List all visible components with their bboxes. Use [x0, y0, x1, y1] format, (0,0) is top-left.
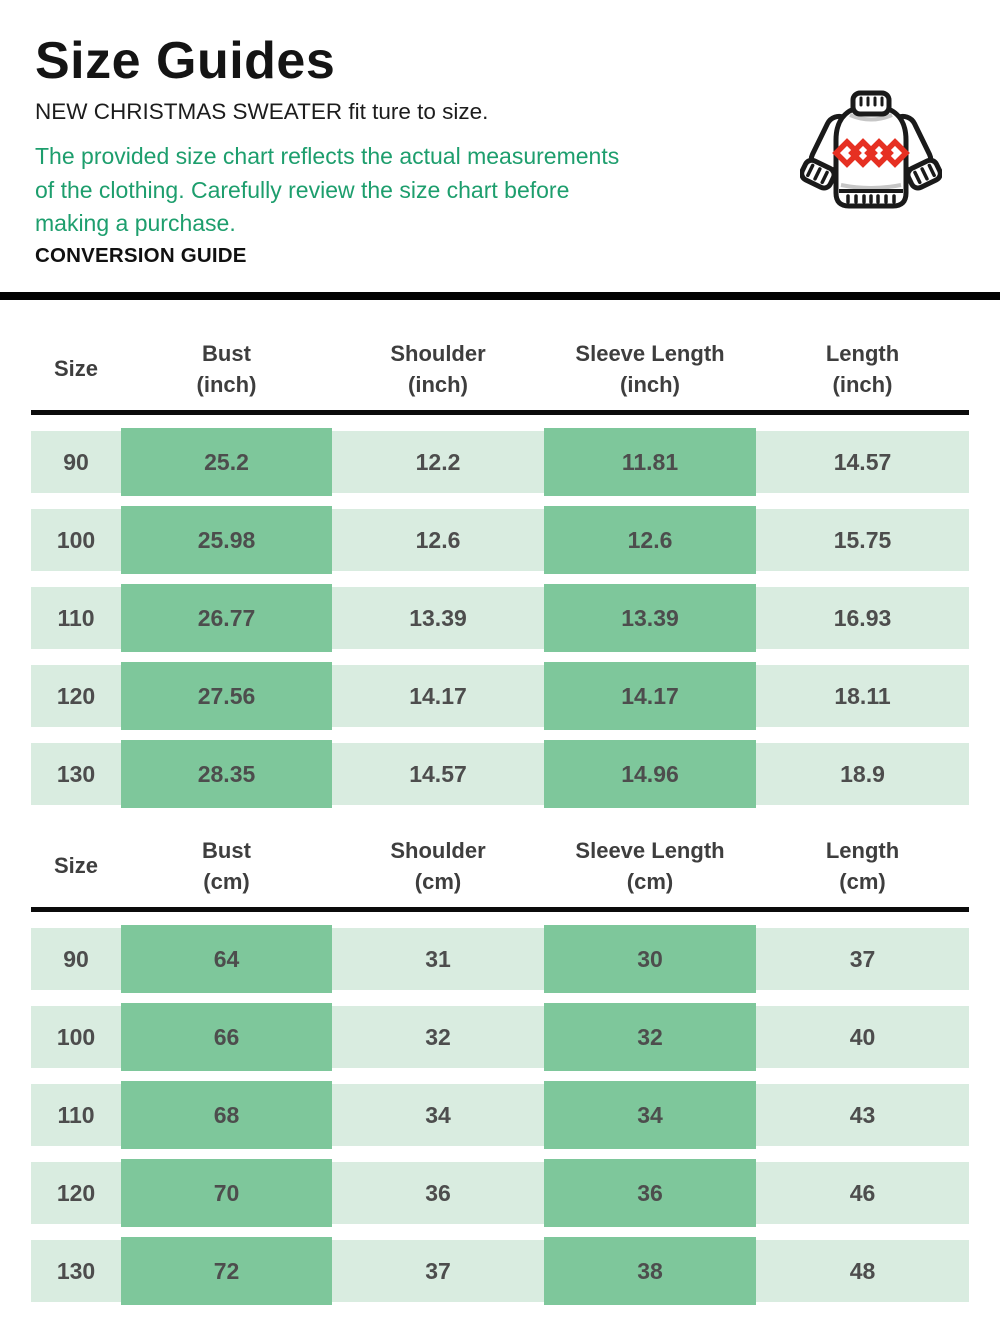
- cell-size: 130: [31, 1240, 121, 1302]
- cell-shoulder: 37: [332, 1240, 544, 1302]
- col-header-size: Size: [53, 356, 99, 381]
- size-table-inch-header: Size Bust (inch) Shoulder (inch) Sleeve Le…: [31, 300, 969, 415]
- cell-length: 18.9: [756, 743, 969, 805]
- cell-length: 40: [756, 1006, 969, 1068]
- cell-shoulder: 31: [332, 928, 544, 990]
- cell-sleeve-length: 36: [544, 1159, 756, 1227]
- size-tables: Size Bust (inch) Shoulder (inch) Sleeve Le…: [31, 300, 969, 1305]
- cell-sleeve-length: 38: [544, 1237, 756, 1305]
- christmas-sweater-icon: [800, 90, 942, 209]
- cell-sleeve-length: 12.6: [544, 506, 756, 574]
- col-header-bust: Bust (inch): [196, 341, 257, 397]
- cell-size: 100: [31, 1006, 121, 1068]
- cell-shoulder: 36: [332, 1162, 544, 1224]
- cell-length: 15.75: [756, 509, 969, 571]
- cell-size: 120: [31, 665, 121, 727]
- cell-shoulder: 12.6: [332, 509, 544, 571]
- cell-sleeve-length: 13.39: [544, 584, 756, 652]
- cell-bust: 66: [121, 1003, 332, 1071]
- size-table-inch-body: 90 25.2 12.2 11.81 14.57 100 25.98 12.6 …: [31, 428, 969, 808]
- col-header-shoulder: Shoulder (inch): [390, 341, 486, 397]
- table-row: 120 70 36 36 46: [31, 1159, 969, 1227]
- table-row: 110 68 34 34 43: [31, 1081, 969, 1149]
- size-table-cm-header: Size Bust (cm) Shoulder (cm) Sleeve Length…: [31, 805, 969, 912]
- table-row: 130 72 37 38 48: [31, 1237, 969, 1305]
- cell-length: 43: [756, 1084, 969, 1146]
- fit-note: NEW CHRISTMAS SWEATER fit ture to size.: [35, 99, 489, 124]
- cell-length: 14.57: [756, 431, 969, 493]
- size-chart-note: The provided size chart reflects the act…: [35, 140, 619, 241]
- note-line: of the clothing. Carefully review the si…: [35, 176, 570, 203]
- cell-sleeve-length: 14.96: [544, 740, 756, 808]
- cell-size: 110: [31, 1084, 121, 1146]
- cell-shoulder: 34: [332, 1084, 544, 1146]
- table-row: 90 25.2 12.2 11.81 14.57: [31, 428, 969, 496]
- cell-length: 48: [756, 1240, 969, 1302]
- cell-size: 110: [31, 587, 121, 649]
- cell-bust: 25.98: [121, 506, 332, 574]
- cell-size: 90: [31, 928, 121, 990]
- cell-length: 18.11: [756, 665, 969, 727]
- conversion-guide-heading: CONVERSION GUIDE: [35, 244, 247, 267]
- cell-bust: 28.35: [121, 740, 332, 808]
- cell-length: 37: [756, 928, 969, 990]
- note-line: The provided size chart reflects the act…: [35, 143, 620, 169]
- cell-size: 100: [31, 509, 121, 571]
- table-row: 100 25.98 12.6 12.6 15.75: [31, 506, 969, 574]
- col-header-shoulder: Shoulder (cm): [390, 838, 486, 894]
- col-header-length: Length (inch): [825, 341, 900, 397]
- cell-bust: 68: [121, 1081, 332, 1149]
- col-header-bust: Bust (cm): [202, 838, 251, 894]
- table-row: 90 64 31 30 37: [31, 925, 969, 993]
- cell-size: 130: [31, 743, 121, 805]
- cell-sleeve-length: 34: [544, 1081, 756, 1149]
- size-table-cm-body: 90 64 31 30 37 100 66 32 32 40 110 68 34…: [31, 925, 969, 1305]
- cell-sleeve-length: 32: [544, 1003, 756, 1071]
- cell-bust: 64: [121, 925, 332, 993]
- cell-sleeve-length: 30: [544, 925, 756, 993]
- cell-size: 90: [31, 431, 121, 493]
- table-row: 110 26.77 13.39 13.39 16.93: [31, 584, 969, 652]
- cell-shoulder: 32: [332, 1006, 544, 1068]
- cell-shoulder: 14.17: [332, 665, 544, 727]
- note-line: making a purchase.: [35, 210, 236, 236]
- section-divider-bar: [0, 292, 1000, 300]
- cell-length: 46: [756, 1162, 969, 1224]
- col-header-size: Size: [53, 853, 99, 878]
- cell-shoulder: 14.57: [332, 743, 544, 805]
- cell-sleeve-length: 14.17: [544, 662, 756, 730]
- col-header-length: Length (cm): [825, 838, 900, 894]
- col-header-sleeve-length: Sleeve Length (cm): [575, 838, 725, 894]
- cell-shoulder: 13.39: [332, 587, 544, 649]
- cell-shoulder: 12.2: [332, 431, 544, 493]
- cell-size: 120: [31, 1162, 121, 1224]
- cell-bust: 27.56: [121, 662, 332, 730]
- cell-sleeve-length: 11.81: [544, 428, 756, 496]
- cell-bust: 26.77: [121, 584, 332, 652]
- cell-bust: 70: [121, 1159, 332, 1227]
- table-row: 130 28.35 14.57 14.96 18.9: [31, 740, 969, 808]
- cell-bust: 72: [121, 1237, 332, 1305]
- cell-bust: 25.2: [121, 428, 332, 496]
- col-header-sleeve-length: Sleeve Length (inch): [575, 341, 725, 397]
- table-row: 120 27.56 14.17 14.17 18.11: [31, 662, 969, 730]
- table-row: 100 66 32 32 40: [31, 1003, 969, 1071]
- page-title: Size Guides: [35, 32, 336, 90]
- cell-length: 16.93: [756, 587, 969, 649]
